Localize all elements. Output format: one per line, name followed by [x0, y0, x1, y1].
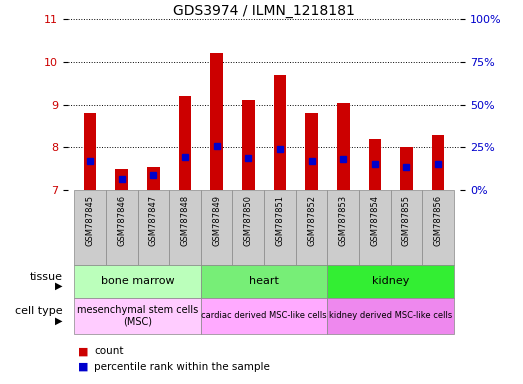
Text: cardiac derived MSC-like cells: cardiac derived MSC-like cells: [201, 311, 327, 320]
Bar: [106, 190, 138, 265]
Text: GSM787854: GSM787854: [370, 195, 379, 246]
Bar: [74, 298, 201, 334]
Text: ■: ■: [78, 346, 89, 356]
Bar: [74, 265, 201, 298]
Text: GSM787850: GSM787850: [244, 195, 253, 246]
Bar: [74, 190, 106, 265]
Bar: [210, 53, 223, 190]
Text: GSM787847: GSM787847: [149, 195, 158, 247]
Bar: [400, 147, 413, 190]
Bar: [201, 298, 327, 334]
Text: GSM787846: GSM787846: [117, 195, 126, 247]
Bar: [327, 298, 454, 334]
Text: heart: heart: [249, 276, 279, 286]
Text: kidney: kidney: [372, 276, 410, 286]
Bar: [274, 75, 286, 190]
Text: GSM787849: GSM787849: [212, 195, 221, 246]
Text: ▶: ▶: [55, 281, 63, 291]
Bar: [305, 113, 318, 190]
Text: GSM787848: GSM787848: [180, 195, 189, 247]
Bar: [327, 265, 454, 298]
Bar: [391, 190, 422, 265]
Bar: [147, 167, 160, 190]
Bar: [337, 103, 349, 190]
Bar: [432, 134, 445, 190]
Text: cell type: cell type: [15, 306, 63, 316]
Text: GSM787853: GSM787853: [339, 195, 348, 247]
Text: GSM787845: GSM787845: [86, 195, 95, 246]
Text: GSM787852: GSM787852: [307, 195, 316, 246]
Text: percentile rank within the sample: percentile rank within the sample: [94, 362, 270, 372]
Bar: [138, 190, 169, 265]
Bar: [116, 169, 128, 190]
Bar: [264, 190, 295, 265]
Bar: [179, 96, 191, 190]
Text: GSM787851: GSM787851: [276, 195, 285, 246]
Text: ▶: ▶: [55, 315, 63, 326]
Bar: [201, 190, 233, 265]
Text: kidney derived MSC-like cells: kidney derived MSC-like cells: [329, 311, 452, 320]
Bar: [295, 190, 327, 265]
Text: ■: ■: [78, 362, 89, 372]
Bar: [242, 100, 255, 190]
Bar: [422, 190, 454, 265]
Text: mesenchymal stem cells
(MSC): mesenchymal stem cells (MSC): [77, 305, 198, 327]
Text: GSM787856: GSM787856: [434, 195, 442, 247]
Text: bone marrow: bone marrow: [101, 276, 174, 286]
Text: tissue: tissue: [30, 271, 63, 282]
Bar: [359, 190, 391, 265]
Bar: [233, 190, 264, 265]
Bar: [369, 139, 381, 190]
Bar: [169, 190, 201, 265]
Bar: [201, 265, 327, 298]
Text: count: count: [94, 346, 123, 356]
Text: GSM787855: GSM787855: [402, 195, 411, 246]
Bar: [327, 190, 359, 265]
Bar: [84, 113, 96, 190]
Title: GDS3974 / ILMN_1218181: GDS3974 / ILMN_1218181: [173, 4, 355, 18]
